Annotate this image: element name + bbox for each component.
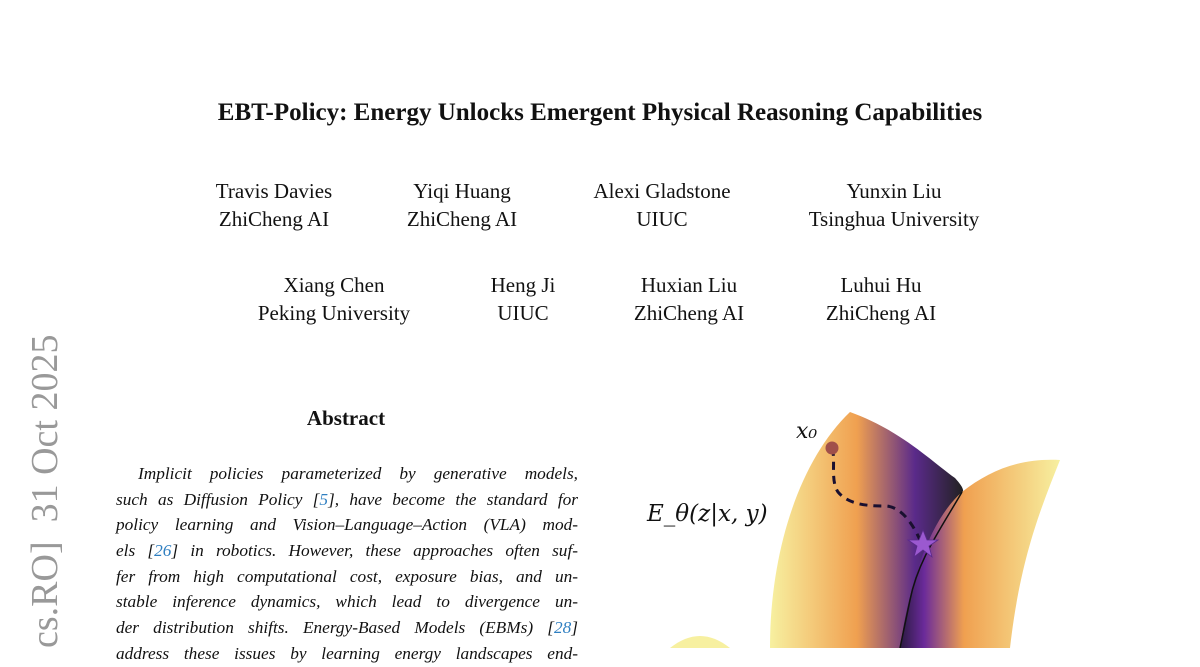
abstract-line: address these issues by learning energy …	[116, 641, 578, 667]
energy-landscape-figure: x₀ E_θ(z|x, y)	[600, 400, 1080, 653]
author-name: Heng Ji	[490, 273, 556, 297]
text: der distribution shifts. Energy-Based Mo…	[116, 618, 554, 638]
minimum-star-icon	[906, 528, 940, 559]
author-block: Xiang Chen Peking University	[204, 271, 464, 327]
start-label: x₀	[796, 419, 818, 444]
author-name: Travis Davies	[215, 179, 333, 203]
author-affiliation: ZhiCheng AI	[218, 207, 330, 231]
abstract-line: der distribution shifts. Energy-Based Mo…	[116, 615, 578, 641]
author-affiliation: UIUC	[497, 301, 549, 325]
author-name: Alexi Gladstone	[593, 179, 731, 203]
author-name: Yunxin Liu	[846, 179, 942, 203]
author-affiliation: ZhiCheng AI	[406, 207, 518, 231]
text: Implicit policies parameterized by gener…	[138, 464, 578, 483]
author-affiliation: ZhiCheng AI	[825, 301, 937, 325]
start-point	[825, 441, 839, 455]
text: ] in robotics. However, these approaches…	[171, 541, 579, 561]
citation-link[interactable]: 5	[319, 489, 329, 509]
author-block: Yiqi Huang ZhiCheng AI	[332, 177, 592, 233]
author-block: Luhui Hu ZhiCheng AI	[751, 271, 1011, 327]
descent-path	[830, 447, 922, 541]
abstract-line: policy learning and Vision–Language–Acti…	[116, 512, 578, 538]
abstract-heading: Abstract	[306, 406, 386, 430]
author-name: Xiang Chen	[283, 273, 385, 297]
text: fer from high computational cost, exposu…	[116, 566, 578, 586]
author-block: Heng Ji UIUC	[393, 271, 653, 327]
text: stable inference dynamics, which lead to…	[116, 592, 578, 612]
citation-link[interactable]: 28	[553, 618, 572, 638]
author-block: Huxian Liu ZhiCheng AI	[559, 271, 819, 327]
abstract-body: Implicit policies parameterized by gener…	[116, 461, 578, 667]
text: els [	[116, 541, 155, 561]
author-affiliation: UIUC	[636, 207, 688, 231]
text: address these issues by learning energy …	[116, 643, 578, 663]
author-affiliation: ZhiCheng AI	[633, 301, 745, 325]
abstract-line: fer from high computational cost, exposu…	[116, 564, 578, 590]
text: ]	[571, 618, 578, 638]
author-affiliation: Peking University	[257, 301, 411, 325]
surface-bottom-left	[670, 636, 730, 648]
author-name: Huxian Liu	[640, 273, 738, 297]
citation-link[interactable]: 26	[154, 541, 172, 561]
abstract-line: such as Diffusion Policy [5], have becom…	[116, 487, 578, 513]
paper-title: EBT-Policy: Energy Unlocks Emergent Phys…	[217, 99, 983, 126]
abstract-line: stable inference dynamics, which lead to…	[116, 589, 578, 615]
arxiv-stamp: cs.RO] 31 Oct 2025	[24, 334, 66, 648]
author-block: Travis Davies ZhiCheng AI	[144, 177, 404, 233]
author-name: Yiqi Huang	[413, 179, 511, 203]
author-block: Alexi Gladstone UIUC	[532, 177, 792, 233]
abstract-line: els [26] in robotics. However, these app…	[116, 538, 578, 564]
text: ], have become the standard for	[328, 489, 578, 509]
author-block: Yunxin Liu Tsinghua University	[764, 177, 1024, 233]
energy-surface	[670, 412, 1060, 649]
energy-function-label: E_θ(z|x, y)	[647, 501, 768, 527]
text: such as Diffusion Policy [	[116, 489, 320, 509]
text: policy learning and Vision–Language–Acti…	[116, 515, 578, 535]
surface-right	[900, 459, 1060, 648]
abstract-line: Implicit policies parameterized by gener…	[116, 461, 578, 487]
author-name: Luhui Hu	[840, 273, 922, 297]
author-affiliation: Tsinghua University	[808, 207, 980, 231]
